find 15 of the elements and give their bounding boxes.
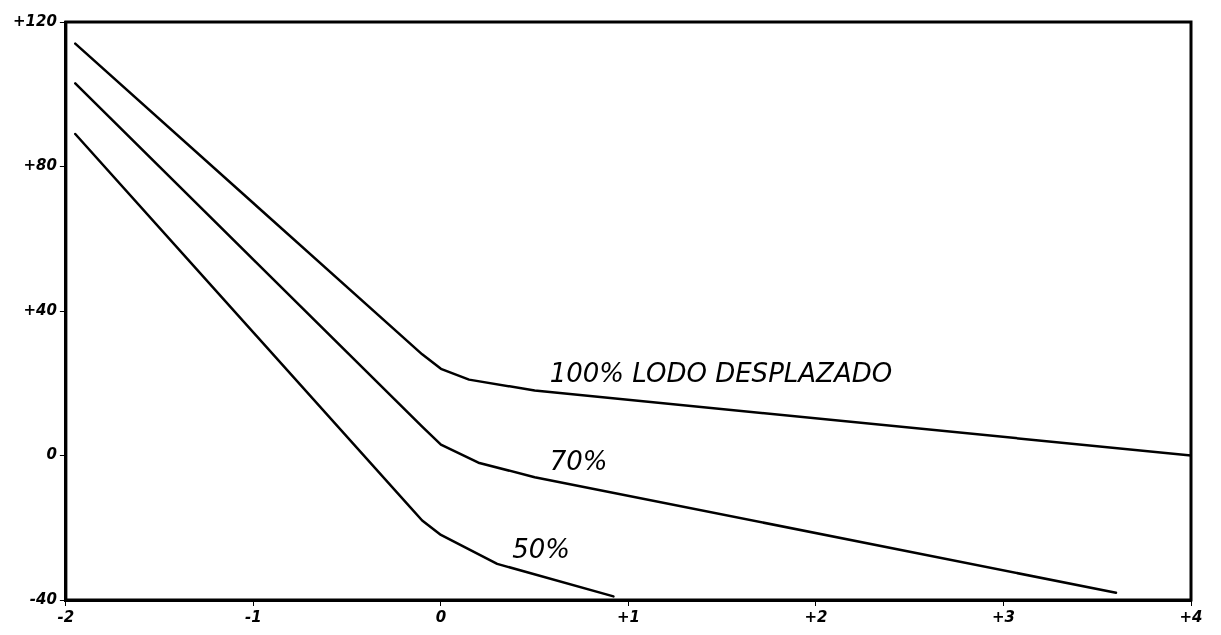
x-tick-label: -2 (57, 607, 75, 626)
y-tick-label: +40 (23, 300, 57, 319)
x-tick-label: +3 (991, 607, 1015, 626)
y-tick-label: +120 (12, 11, 57, 30)
x-tick-label: -1 (245, 607, 262, 626)
x-tick-label: 0 (435, 607, 447, 626)
series-label: 50% (512, 533, 570, 564)
x-tick-label: +4 (1179, 607, 1203, 626)
series-label: 100% LODO DESPLAZADO (549, 357, 893, 388)
series-label: 70% (549, 445, 608, 476)
y-tick-label: -40 (29, 589, 57, 608)
y-tick-label: +80 (23, 156, 57, 175)
y-tick-label: 0 (46, 445, 57, 464)
x-tick-label: +1 (616, 607, 640, 626)
x-tick-label: +2 (804, 607, 828, 626)
